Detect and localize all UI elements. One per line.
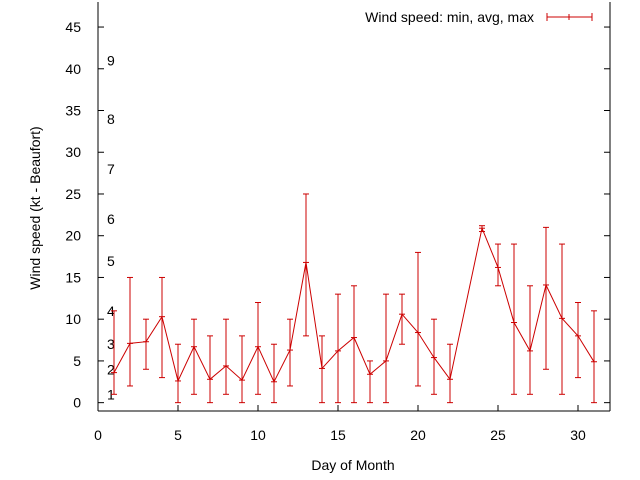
- legend: Wind speed: min, avg, max: [365, 9, 593, 25]
- error-bar: [591, 310, 597, 404]
- error-bar: [351, 285, 357, 404]
- y-tick-label: 0: [73, 395, 81, 411]
- error-bar: [255, 301, 261, 395]
- x-tick-label: 10: [250, 427, 266, 443]
- error-bar: [511, 243, 517, 395]
- beaufort-label: 3: [107, 336, 115, 352]
- x-axis-title: Day of Month: [311, 457, 394, 473]
- error-bar: [543, 226, 549, 370]
- error-bar: [367, 360, 373, 404]
- y-tick-label: 5: [73, 353, 81, 369]
- error-bar: [559, 243, 565, 395]
- legend-entry-label: Wind speed: min, avg, max: [365, 9, 534, 25]
- error-bar: [383, 293, 389, 404]
- error-bar: [111, 310, 117, 395]
- error-bar: [239, 335, 245, 404]
- error-bar: [175, 343, 181, 404]
- error-bar: [431, 318, 437, 395]
- y-tick-label: 35: [65, 103, 81, 119]
- error-bar: [127, 276, 133, 387]
- error-bar: [271, 343, 277, 404]
- error-bar: [479, 225, 485, 233]
- series-line: [113, 226, 595, 383]
- error-bar: [159, 276, 165, 379]
- y-tick-label: 15: [65, 269, 81, 285]
- beaufort-label: 5: [107, 253, 115, 269]
- x-tick-label: 20: [410, 427, 426, 443]
- y-tick-label: 10: [65, 311, 81, 327]
- x-tick-label: 15: [330, 427, 346, 443]
- error-bar: [447, 343, 453, 404]
- beaufort-label: 7: [107, 161, 115, 177]
- error-bar: [495, 243, 501, 287]
- y-tick-label: 40: [65, 61, 81, 77]
- error-bar: [143, 318, 149, 370]
- x-tick-label: 0: [94, 427, 102, 443]
- beaufort-label: 2: [107, 361, 115, 377]
- error-bar: [527, 285, 533, 395]
- x-tick-label: 5: [174, 427, 182, 443]
- y-tick-label: 25: [65, 186, 81, 202]
- y-tick-label: 30: [65, 144, 81, 160]
- error-bar: [415, 251, 421, 387]
- error-bar: [319, 335, 325, 404]
- error-bar: [207, 335, 213, 404]
- series-layer: [111, 193, 597, 404]
- error-bar: [191, 318, 197, 395]
- error-bar: [223, 318, 229, 395]
- error-bar: [399, 293, 405, 345]
- y-tick-label: 45: [65, 19, 81, 35]
- y-tick-label: 20: [65, 228, 81, 244]
- legend-sample: [546, 13, 593, 21]
- error-bar: [575, 301, 581, 379]
- error-bar: [287, 318, 293, 387]
- error-bar: [303, 193, 309, 337]
- x-tick-label: 30: [570, 427, 586, 443]
- y-axis-title: Wind speed (kt - Beaufort): [27, 126, 43, 289]
- axes: [97, 2, 611, 412]
- error-bar: [335, 293, 341, 404]
- beaufort-label: 9: [107, 52, 115, 68]
- beaufort-label: 6: [107, 211, 115, 227]
- beaufort-label: 8: [107, 111, 115, 127]
- x-tick-label: 25: [490, 427, 506, 443]
